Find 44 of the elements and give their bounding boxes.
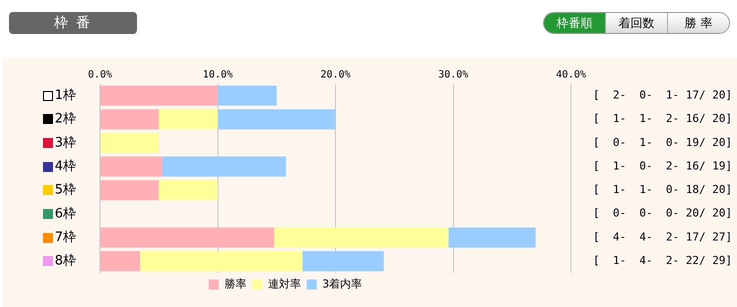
bar: [100, 180, 159, 200]
bar: [100, 109, 159, 130]
bar: [100, 156, 162, 177]
x-tick-label: 10.0%: [202, 69, 233, 80]
bar: [140, 251, 303, 272]
bar: [100, 227, 274, 248]
x-tick-label: 20.0%: [320, 69, 351, 80]
text: 勝 率: [667, 13, 729, 33]
bar: [218, 86, 277, 106]
text: [ 4- 4- 2- 17/ 27]: [593, 230, 732, 244]
bar: [274, 227, 449, 248]
text: [ 1- 1- 2- 16/ 20]: [593, 112, 732, 126]
y-tick-label: 6枠: [54, 206, 76, 222]
y-tick-label: 3枠: [54, 135, 76, 150]
text: [ 0- 0- 0- 20/ 20]: [593, 206, 732, 220]
y-tick-label: 4枠: [54, 158, 76, 174]
bar: [158, 180, 218, 200]
text: 着回数: [605, 13, 667, 33]
bar: [100, 86, 218, 106]
bar: [218, 109, 336, 130]
text: [ 1- 0- 2- 16/ 19]: [593, 159, 732, 172]
x-tick-label: 0.0%: [88, 69, 112, 80]
bar: [302, 251, 384, 272]
y-tick-label: 5枠: [54, 182, 76, 198]
y-tick-label: 7枠: [54, 230, 76, 245]
legend-label: 連対率: [268, 277, 301, 290]
text: [ 2- 0- 1- 17/ 20]: [593, 88, 732, 102]
legend-label: 3着内率: [322, 277, 362, 290]
bar: [100, 251, 140, 272]
bar: [162, 156, 286, 177]
text: [ 1- 4- 2- 22/ 29]: [593, 254, 732, 268]
legend-label: 勝率: [224, 277, 246, 290]
text: 枠番順: [544, 13, 605, 33]
y-tick-label: 8枠: [54, 254, 76, 269]
x-tick-label: 30.0%: [438, 69, 468, 80]
y-tick-label: 1枠: [54, 88, 76, 103]
x-tick-label: 40.0%: [556, 69, 586, 80]
y-tick-label: 2枠: [54, 112, 76, 127]
bar: [100, 132, 159, 153]
bar: [448, 227, 536, 248]
chart-title: 枠 番: [9, 12, 137, 34]
text: [ 1- 1- 0- 18/ 20]: [593, 183, 732, 196]
bar: [158, 109, 218, 130]
text: [ 0- 1- 0- 19/ 20]: [593, 136, 732, 149]
